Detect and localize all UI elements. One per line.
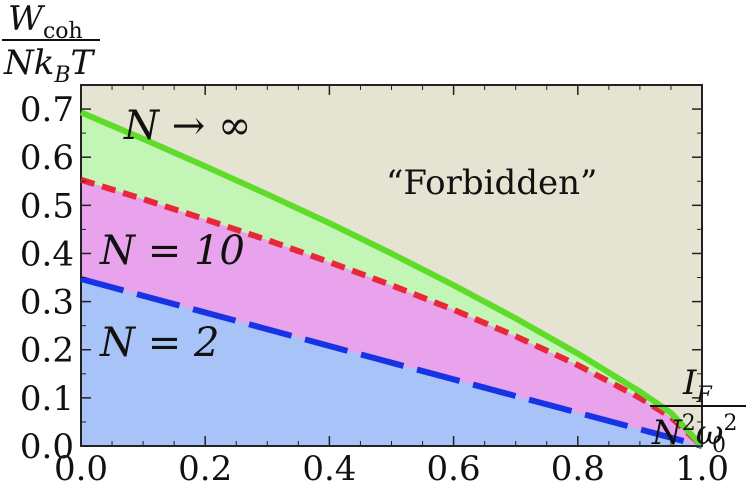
line-n-infinity: [79, 109, 705, 449]
line-n-2: [80, 276, 703, 449]
area-n-2: [81, 279, 702, 446]
y-tick-label: 0.1: [20, 379, 74, 419]
y-tick-label: 0.2: [20, 331, 74, 371]
y-tick-label: 0.6: [20, 138, 74, 178]
line-n-10: [80, 176, 705, 449]
y-axis-label: Wcoh NkBT: [2, 0, 100, 88]
x-tick-label: 0.4: [302, 449, 356, 489]
svg-text:NkBT: NkBT: [3, 43, 96, 88]
series-label-n-2: N = 2: [99, 320, 219, 366]
svg-text:IF: IF: [682, 363, 712, 408]
plot-area: 0.0 0.2 0.4 0.6 0.8 1.0 0.0 0.1 0.2 0.3 0.4 0.5 0.6 0…: [20, 84, 729, 489]
x-tick-label: 0.8: [551, 449, 605, 489]
series-label-n-10: N = 10: [99, 228, 245, 274]
forbidden-label: “Forbidden”: [386, 163, 597, 203]
y-tick-label: 0.3: [20, 283, 74, 323]
y-tick-label: 0.0: [20, 427, 74, 467]
y-tick-label: 0.5: [20, 186, 74, 226]
svg-text:0: 0: [712, 433, 726, 458]
x-tick-label: 0.6: [427, 449, 481, 489]
x-tick-label: 1.0: [675, 449, 729, 489]
svg-text:Wcoh: Wcoh: [8, 0, 83, 44]
x-tick-label: 0.2: [178, 449, 232, 489]
x-tick-label: 0.0: [54, 449, 108, 489]
series-label-n-infinity: N → ∞: [123, 103, 251, 149]
y-tick-label: 0.7: [20, 90, 74, 130]
y-tick-label: 0.4: [20, 234, 74, 274]
